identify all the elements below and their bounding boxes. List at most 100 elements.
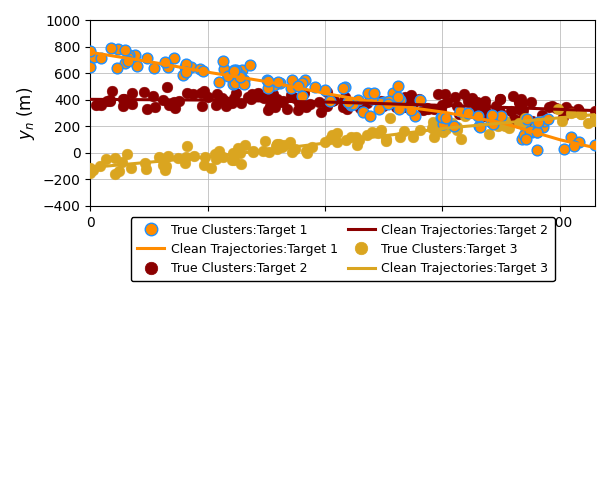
Point: [569, 142, 578, 150]
Point: [519, 131, 529, 139]
Point: [199, 87, 209, 95]
Point: [253, 90, 263, 98]
Point: [557, 118, 567, 125]
Point: [235, 71, 245, 79]
Point: [293, 106, 303, 114]
Point: [483, 109, 492, 117]
Point: [229, 67, 239, 75]
Point: [514, 99, 524, 107]
Point: [163, 63, 173, 71]
Point: [102, 97, 112, 105]
Point: [150, 103, 160, 111]
Point: [514, 98, 524, 106]
Point: [474, 122, 484, 130]
Point: [110, 170, 120, 178]
Point: [338, 84, 348, 92]
Point: [460, 112, 470, 120]
Point: [239, 80, 248, 88]
Point: [463, 109, 473, 117]
Point: [437, 101, 447, 109]
Point: [233, 144, 243, 152]
Point: [321, 86, 331, 94]
Point: [114, 167, 124, 175]
Point: [113, 64, 123, 72]
Point: [389, 89, 398, 97]
Point: [287, 84, 296, 92]
Point: [392, 95, 401, 103]
Point: [270, 80, 279, 88]
Point: [379, 99, 389, 107]
Point: [538, 123, 548, 131]
Point: [393, 83, 403, 91]
Point: [198, 67, 208, 75]
Point: [389, 98, 399, 106]
Point: [264, 148, 273, 156]
Point: [358, 109, 368, 117]
Point: [514, 105, 524, 113]
Point: [526, 98, 536, 106]
Point: [433, 90, 443, 98]
Point: [590, 141, 600, 149]
Point: [532, 128, 542, 136]
Point: [480, 97, 490, 105]
Point: [590, 107, 600, 115]
Point: [442, 114, 451, 122]
Point: [381, 135, 390, 143]
Point: [268, 90, 278, 98]
Point: [403, 98, 412, 106]
Point: [189, 152, 199, 160]
Point: [228, 99, 237, 107]
Point: [376, 125, 386, 133]
Point: [282, 106, 292, 114]
Point: [229, 156, 239, 164]
Point: [295, 82, 304, 90]
Point: [181, 60, 190, 68]
Point: [274, 140, 284, 148]
Point: [517, 135, 527, 143]
Point: [229, 80, 239, 88]
Point: [399, 103, 409, 111]
Point: [438, 128, 448, 136]
Point: [235, 149, 245, 157]
Point: [264, 106, 273, 114]
Point: [149, 64, 159, 72]
Point: [487, 112, 497, 120]
Point: [199, 161, 209, 169]
Point: [106, 44, 116, 52]
Point: [506, 108, 515, 116]
Point: [236, 160, 246, 168]
Point: [442, 98, 452, 106]
Point: [544, 116, 553, 124]
Point: [495, 95, 505, 103]
Point: [203, 93, 213, 101]
Point: [222, 99, 232, 107]
Point: [272, 144, 282, 152]
Point: [518, 106, 528, 114]
Point: [590, 116, 600, 124]
Point: [493, 123, 503, 130]
Point: [218, 57, 228, 65]
Point: [484, 130, 494, 138]
Point: [393, 102, 403, 110]
Point: [400, 94, 409, 102]
Point: [106, 98, 115, 106]
Point: [260, 137, 270, 145]
Point: [533, 118, 543, 125]
Point: [449, 123, 459, 130]
Point: [211, 101, 221, 109]
Point: [185, 63, 195, 71]
Legend: True Clusters:Target 1, Clean Trajectories:Target 1, True Clusters:Target 2, Cle: True Clusters:Target 1, Clean Trajectori…: [131, 217, 554, 281]
Point: [394, 105, 404, 113]
Point: [223, 72, 233, 80]
Point: [142, 165, 151, 173]
Point: [399, 127, 409, 135]
Point: [329, 96, 339, 104]
Point: [565, 107, 575, 115]
Point: [196, 89, 206, 97]
Point: [353, 101, 362, 109]
Point: [339, 103, 348, 111]
Point: [229, 67, 239, 75]
Y-axis label: $y_n$ (m): $y_n$ (m): [15, 87, 37, 140]
Point: [590, 116, 600, 124]
Point: [240, 141, 250, 149]
